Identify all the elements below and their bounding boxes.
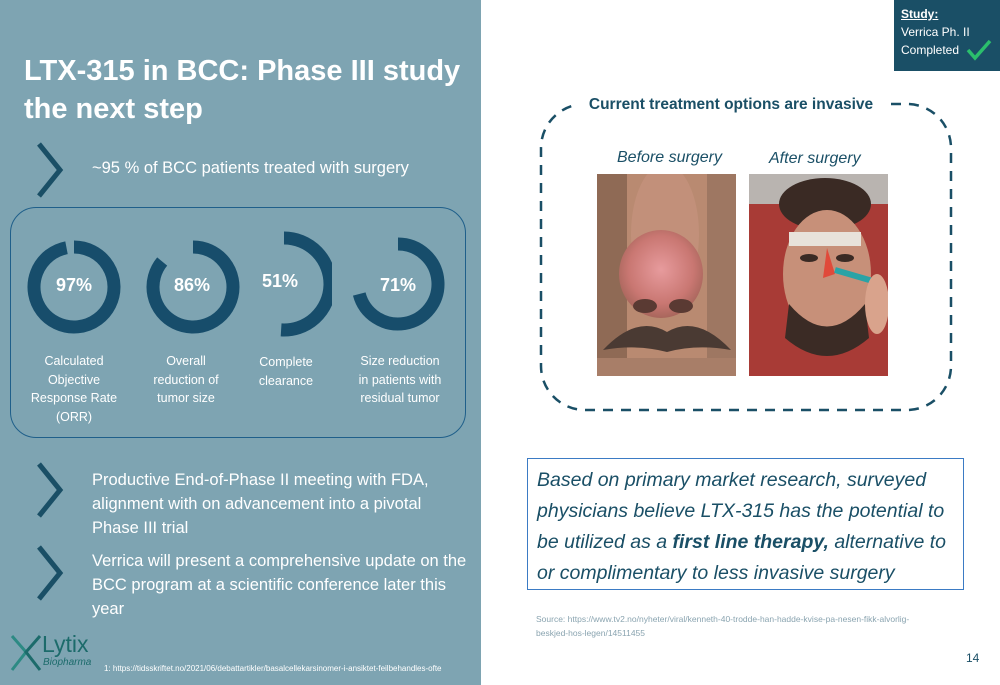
study-line-2: Completed <box>901 43 960 57</box>
donut-clearance <box>280 231 332 337</box>
bullet-surgery: ~95 % of BCC patients treated with surge… <box>92 159 409 177</box>
quote-emphasis: first line therapy, <box>672 531 829 553</box>
quote-text-2: alternative to or complimentary to less … <box>537 531 946 584</box>
stat-label-tumor-size: Overall reduction of tumor size <box>153 354 219 405</box>
treatment-title: Current treatment options are invasive <box>578 96 884 114</box>
stats-box <box>10 207 466 438</box>
stat-value-clearance: 51% <box>261 271 299 291</box>
stat-value-orr: 97% <box>55 275 93 295</box>
page-number: 14 <box>966 651 980 665</box>
before-surgery-caption: Before surgery <box>617 149 722 166</box>
stat-label-orr: Calculated Objective Response Rate (ORR) <box>30 354 118 424</box>
donut-size-reduction <box>352 237 445 331</box>
quote-text-1: Based on primary market research, survey… <box>537 469 945 553</box>
after-surgery-caption: After surgery <box>769 150 861 167</box>
donut-tumor-size <box>146 240 240 334</box>
slide-title: LTX-315 in BCC: Phase III study the next… <box>24 55 461 125</box>
treatment-frame <box>539 102 953 412</box>
study-heading: Study: <box>901 7 939 21</box>
stat-label-clearance: Complete clearance <box>258 355 314 388</box>
checkmark-icon <box>966 39 992 61</box>
logo-name: Lytix <box>42 631 89 657</box>
chevron-right-icon <box>34 543 66 603</box>
logo-subtitle: Biopharma <box>43 657 92 668</box>
chevron-right-icon <box>34 460 66 520</box>
before-surgery-photo <box>597 174 736 376</box>
study-badge: Study: Verrica Ph. II Completed <box>894 0 1000 71</box>
bullet-fda-meeting: Productive End-of-Phase II meeting with … <box>92 471 429 537</box>
stat-value-size-reduction: 71% <box>379 275 417 295</box>
after-surgery-photo <box>749 174 888 376</box>
bullet-verrica-update: Verrica will present a comprehensive upd… <box>92 552 467 618</box>
left-panel: LTX-315 in BCC: Phase III study the next… <box>0 0 481 685</box>
stat-label-size-reduction: Size reduction in patients with residual… <box>358 354 442 405</box>
study-line-1: Verrica Ph. II <box>901 25 970 39</box>
image-source: Source: https://www.tv2.no/nyheter/viral… <box>536 614 910 638</box>
footnote: 1: https://tidsskriftet.no/2021/06/debat… <box>104 664 442 673</box>
market-research-quote: Based on primary market research, survey… <box>527 458 964 590</box>
donut-orr <box>27 240 121 334</box>
lytix-logo-icon <box>10 635 42 671</box>
stat-value-tumor-size: 86% <box>173 275 211 295</box>
chevron-right-icon <box>34 140 66 200</box>
